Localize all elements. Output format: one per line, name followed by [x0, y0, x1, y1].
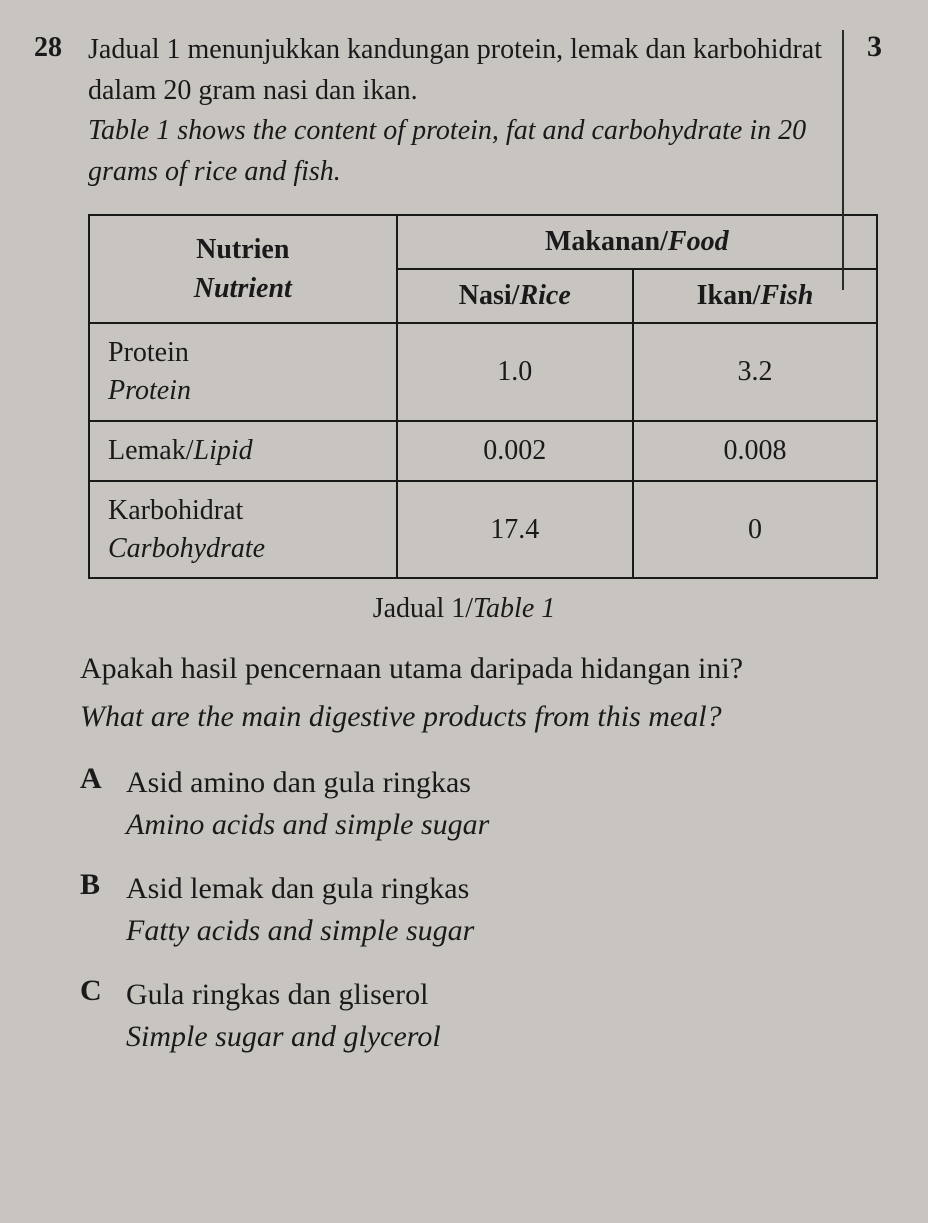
- table-row: Protein Protein 1.0 3.2: [89, 323, 877, 421]
- nutrient-table: Nutrien Nutrient Makanan/Food Nasi/Rice …: [88, 214, 878, 579]
- nutrient-ms: Nutrien: [196, 234, 289, 265]
- fish-ms: Ikan/: [697, 280, 761, 311]
- cell-rice: 1.0: [397, 323, 633, 421]
- stem-ms: Jadual 1 menunjukkan kandungan protein, …: [88, 34, 822, 106]
- question-ask-en: What are the main digestive products fro…: [80, 695, 888, 739]
- option-body: Asid amino dan gula ringkas Amino acids …: [126, 762, 489, 846]
- question-stem: Jadual 1 menunjukkan kandungan protein, …: [88, 30, 888, 192]
- cell-fish: 0: [633, 481, 877, 579]
- option-c[interactable]: C Gula ringkas dan gliserol Simple sugar…: [80, 974, 888, 1058]
- option-en: Fatty acids and simple sugar: [126, 914, 474, 947]
- option-letter: C: [80, 974, 126, 1008]
- option-b[interactable]: B Asid lemak dan gula ringkas Fatty acid…: [80, 868, 888, 952]
- exam-question: 3 28 Jadual 1 menunjukkan kandungan prot…: [40, 30, 888, 1058]
- col-header-nutrient: Nutrien Nutrient: [89, 215, 397, 323]
- row-label: Lemak/Lipid: [89, 421, 397, 481]
- column-divider: [842, 30, 844, 290]
- caption-en: Table 1: [473, 593, 555, 624]
- table-row: Lemak/Lipid 0.002 0.008: [89, 421, 877, 481]
- label-ms: Protein: [108, 337, 189, 368]
- row-label: Protein Protein: [89, 323, 397, 421]
- side-number: 3: [867, 30, 882, 64]
- col-header-rice: Nasi/Rice: [397, 269, 633, 323]
- cell-rice: 17.4: [397, 481, 633, 579]
- cell-fish: 0.008: [633, 421, 877, 481]
- rice-en: Rice: [519, 280, 570, 311]
- nutrient-en: Nutrient: [194, 273, 292, 304]
- option-en: Simple sugar and glycerol: [126, 1020, 441, 1053]
- cell-fish: 3.2: [633, 323, 877, 421]
- label-en: Protein: [108, 375, 191, 406]
- option-ms: Asid amino dan gula ringkas: [126, 766, 471, 799]
- fish-en: Fish: [760, 280, 813, 311]
- question-number: 28: [34, 32, 62, 64]
- question-ask-ms: Apakah hasil pencernaan utama daripada h…: [80, 647, 888, 691]
- rice-ms: Nasi/: [459, 280, 520, 311]
- option-a[interactable]: A Asid amino dan gula ringkas Amino acid…: [80, 762, 888, 846]
- label-en: Lipid: [194, 435, 253, 466]
- row-label: Karbohidrat Carbohydrate: [89, 481, 397, 579]
- option-body: Asid lemak dan gula ringkas Fatty acids …: [126, 868, 474, 952]
- table-header-row: Nutrien Nutrient Makanan/Food: [89, 215, 877, 269]
- food-en: Food: [668, 226, 729, 257]
- option-en: Amino acids and simple sugar: [126, 808, 489, 841]
- stem-en: Table 1 shows the content of protein, fa…: [88, 115, 806, 187]
- col-header-food: Makanan/Food: [397, 215, 877, 269]
- table-row: Karbohidrat Carbohydrate 17.4 0: [89, 481, 877, 579]
- answer-options: A Asid amino dan gula ringkas Amino acid…: [80, 762, 888, 1058]
- option-letter: A: [80, 762, 126, 796]
- table-caption: Jadual 1/Table 1: [40, 593, 888, 625]
- food-ms: Makanan/: [545, 226, 668, 257]
- option-ms: Asid lemak dan gula ringkas: [126, 872, 469, 905]
- label-ms: Lemak/: [108, 435, 194, 466]
- col-header-fish: Ikan/Fish: [633, 269, 877, 323]
- option-ms: Gula ringkas dan gliserol: [126, 978, 428, 1011]
- option-letter: B: [80, 868, 126, 902]
- label-ms: Karbohidrat: [108, 495, 243, 526]
- cell-rice: 0.002: [397, 421, 633, 481]
- caption-ms: Jadual 1/: [373, 593, 473, 624]
- option-body: Gula ringkas dan gliserol Simple sugar a…: [126, 974, 441, 1058]
- label-en: Carbohydrate: [108, 533, 265, 564]
